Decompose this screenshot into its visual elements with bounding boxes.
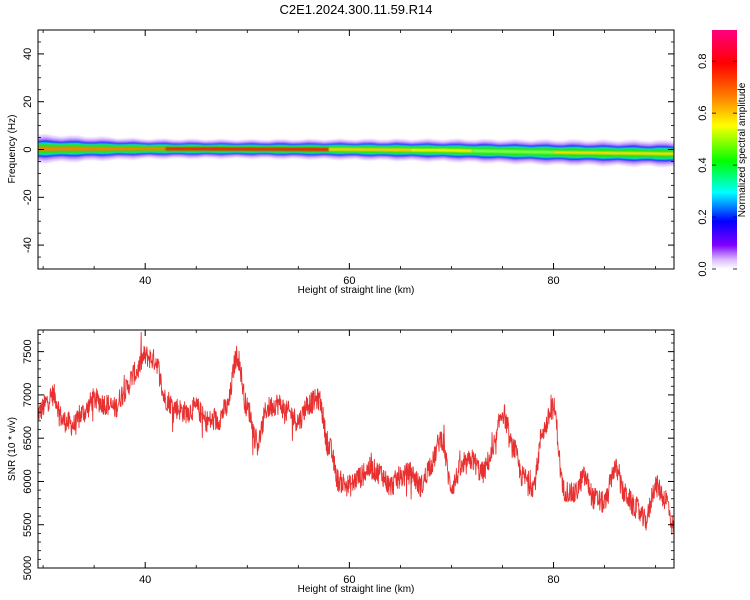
figure-title: C2E1.2024.300.11.59.R14 [280,2,433,17]
colorbar-tick-label: 0.4 [697,157,709,172]
x-tick-label: 60 [343,574,355,586]
snr-xlabel: Height of straight line (km) [298,584,415,595]
colorbar-tick-label: 0.2 [697,209,709,224]
x-tick-label: 40 [139,574,151,586]
colorbar-label: Normalized spectral amplitude [737,82,748,217]
spectrogram-ticks: 40 60 80 40 20 0 -20 -40 [22,29,674,287]
spectrogram-ylabel: Frequency (Hz) [7,115,18,184]
y-tick-label: 0 [22,146,34,152]
x-tick-label: 80 [547,275,559,287]
colorbar-tick-label: 0.6 [697,105,709,120]
band-core [165,147,329,152]
band-core [38,146,166,151]
y-tick-label: -20 [22,189,34,205]
y-tick-label: 6000 [22,469,34,493]
snr-ylabel: SNR (10 * v/v) [7,417,18,481]
snr-frame [37,329,675,569]
snr-panel: 40 60 80 7500 7000 6500 6000 5500 5000 Height of… [7,329,675,595]
band-core [328,147,411,152]
colorbar-tick-label: 0.8 [697,54,709,69]
y-tick-label: 6500 [22,426,34,450]
colorbar-tick-label: 0.0 [697,261,709,276]
spectral-band [38,134,674,167]
y-tick-label: -40 [22,237,34,253]
colorbar: 0.0 0.2 0.4 0.6 0.8 Normalized spectral ampl… [697,30,748,277]
band-core [410,148,472,153]
spectrogram-xlabel: Height of straight line (km) [298,285,415,296]
snr-series-line [38,331,674,535]
y-tick-label: 40 [22,48,34,60]
x-tick-label: 80 [547,574,559,586]
snr-ticks: 40 60 80 7500 7000 6500 6000 5500 5000 [22,330,674,586]
y-tick-label: 20 [22,96,34,108]
x-tick-label: 60 [343,275,355,287]
y-tick-label: 5000 [22,556,34,580]
y-tick-label: 7500 [22,339,34,363]
y-tick-label: 5500 [22,512,34,536]
band-core [471,149,554,155]
y-tick-label: 7000 [22,383,34,407]
colorbar-gradient [712,30,737,269]
spectrogram-panel: 40 60 80 40 20 0 -20 -40 Height of straight lin… [7,29,675,296]
band-core [553,150,674,156]
x-tick-label: 40 [139,275,151,287]
colorbar-ticks: 0.0 0.2 0.4 0.6 0.8 [697,54,737,277]
